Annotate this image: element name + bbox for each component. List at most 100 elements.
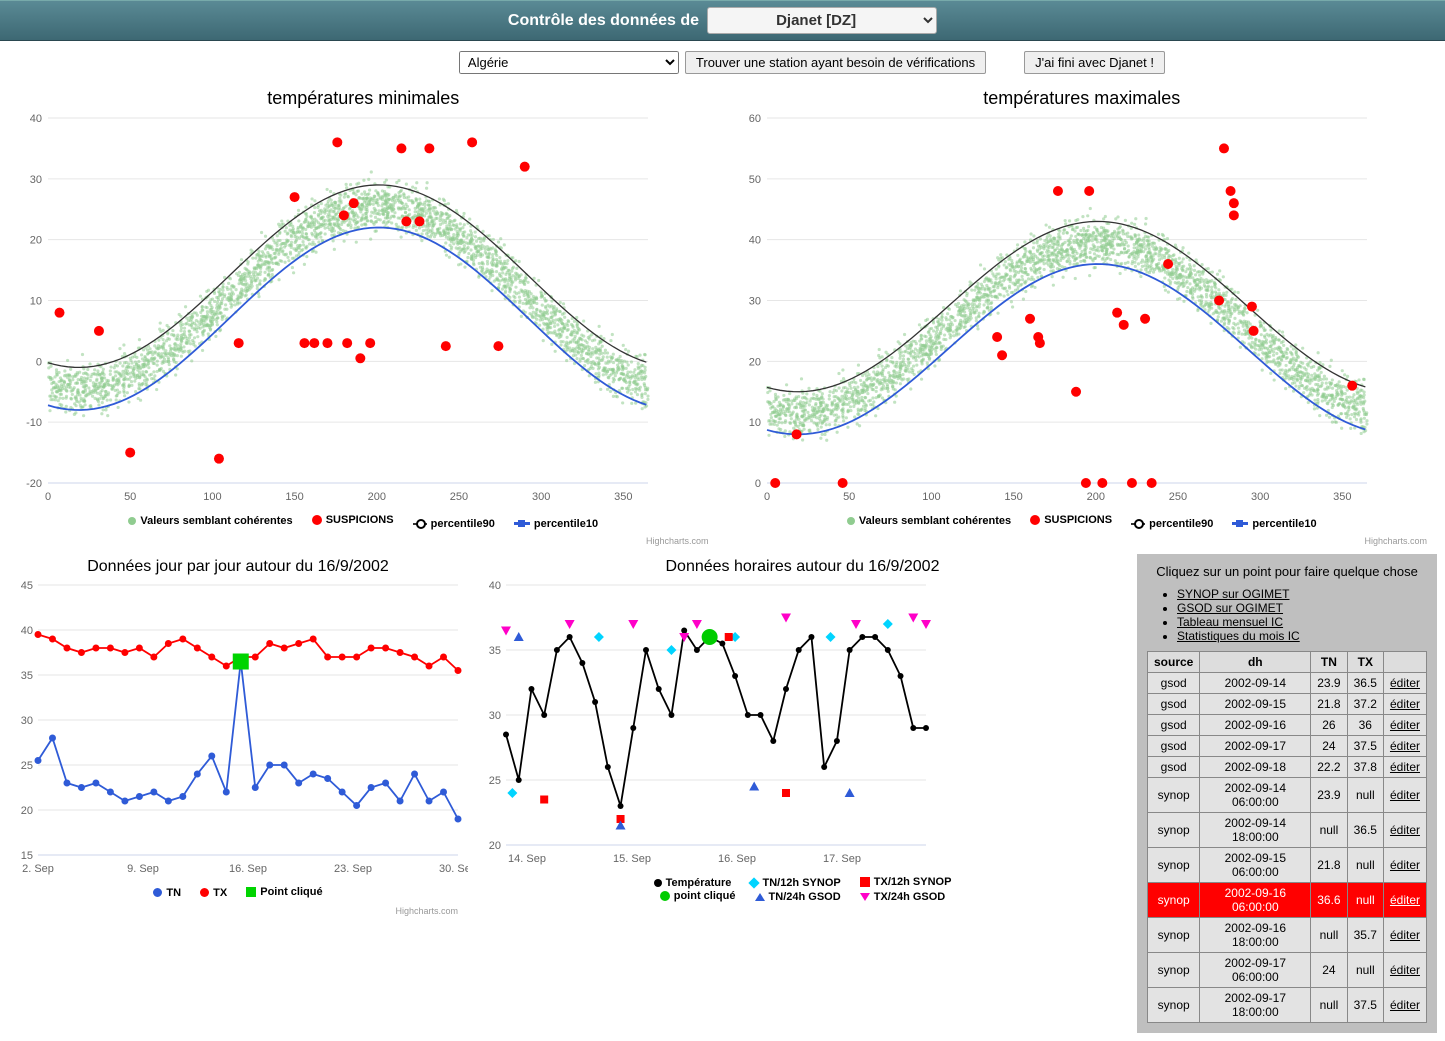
table-cell: synop — [1148, 953, 1200, 988]
table-cell: 36 — [1347, 715, 1383, 736]
svg-text:250: 250 — [450, 491, 468, 503]
table-cell: gsod — [1148, 736, 1200, 757]
svg-text:50: 50 — [843, 491, 855, 503]
table-row: synop2002-09-14 18:00:00null36.5éditer — [1148, 813, 1427, 848]
table-row: gsod2002-09-1423.936.5éditer — [1148, 673, 1427, 694]
table-cell: null — [1347, 953, 1383, 988]
table-cell: 2002-09-14 06:00:00 — [1200, 778, 1311, 813]
table-row: gsod2002-09-1521.837.2éditer — [1148, 694, 1427, 715]
table-header: TX — [1347, 652, 1383, 673]
chart-daily-title: Données jour par jour autour du 16/9/200… — [8, 554, 468, 580]
svg-text:60: 60 — [748, 113, 760, 125]
table-cell: synop — [1148, 918, 1200, 953]
find-station-button[interactable]: Trouver une station ayant besoin de véri… — [685, 51, 986, 74]
edit-link[interactable]: éditer — [1390, 739, 1420, 753]
edit-link[interactable]: éditer — [1390, 788, 1420, 802]
side-link[interactable]: GSOD sur OGIMET — [1177, 601, 1283, 615]
svg-text:20: 20 — [30, 235, 42, 247]
table-cell: synop — [1148, 848, 1200, 883]
table-cell: 26 — [1311, 715, 1347, 736]
table-cell: 23.9 — [1311, 673, 1347, 694]
top-charts: températures minimales -20-1001020304005… — [0, 84, 1445, 546]
side-link[interactable]: Tableau mensuel IC — [1177, 615, 1283, 629]
svg-text:300: 300 — [1250, 491, 1268, 503]
country-select[interactable]: Algérie — [459, 51, 679, 74]
table-cell: 37.5 — [1347, 988, 1383, 1023]
table-cell: 24 — [1311, 736, 1347, 757]
svg-text:40: 40 — [30, 113, 42, 125]
side-link[interactable]: Statistiques du mois IC — [1177, 629, 1300, 643]
table-header: TN — [1311, 652, 1347, 673]
svg-text:50: 50 — [124, 491, 136, 503]
chart-tmin-title: températures minimales — [8, 84, 719, 113]
chart-tmin-svg[interactable]: -20-10010203040050100150200250300350 — [8, 113, 658, 508]
table-cell: 2002-09-14 18:00:00 — [1200, 813, 1311, 848]
edit-link[interactable]: éditer — [1390, 858, 1420, 872]
table-cell: null — [1311, 813, 1347, 848]
table-cell: gsod — [1148, 757, 1200, 778]
chart-tmin: températures minimales -20-1001020304005… — [8, 84, 719, 546]
svg-text:40: 40 — [748, 235, 760, 247]
table-cell: 37.5 — [1347, 736, 1383, 757]
table-header: source — [1148, 652, 1200, 673]
svg-text:30: 30 — [748, 296, 760, 308]
svg-text:200: 200 — [368, 491, 386, 503]
chart-hourly: Données horaires autour du 16/9/2002 202… — [476, 554, 1129, 910]
table-row: synop2002-09-15 06:00:0021.8nulléditer — [1148, 848, 1427, 883]
table-cell: null — [1347, 778, 1383, 813]
table-row: synop2002-09-16 18:00:00null35.7éditer — [1148, 918, 1427, 953]
chart-daily-legend: TN TX Point cliqué — [8, 880, 468, 906]
svg-text:150: 150 — [1004, 491, 1022, 503]
edit-link[interactable]: éditer — [1390, 963, 1420, 977]
edit-link[interactable]: éditer — [1390, 718, 1420, 732]
chart-daily: Données jour par jour autour du 16/9/200… — [8, 554, 468, 916]
svg-text:100: 100 — [922, 491, 940, 503]
svg-text:-10: -10 — [26, 417, 42, 429]
side-title: Cliquez sur un point pour faire quelque … — [1147, 564, 1427, 579]
edit-link[interactable]: éditer — [1390, 893, 1420, 907]
table-cell: 2002-09-17 — [1200, 736, 1311, 757]
table-cell: 21.8 — [1311, 694, 1347, 715]
table-row: synop2002-09-17 18:00:00null37.5éditer — [1148, 988, 1427, 1023]
side-panel: Cliquez sur un point pour faire quelque … — [1137, 554, 1437, 1033]
svg-text:10: 10 — [30, 296, 42, 308]
table-cell: synop — [1148, 778, 1200, 813]
svg-text:50: 50 — [748, 174, 760, 186]
credit: Highcharts.com — [8, 906, 468, 916]
header-label: Contrôle des données de — [508, 12, 699, 30]
table-cell: gsod — [1148, 715, 1200, 736]
table-cell: 2002-09-16 18:00:00 — [1200, 918, 1311, 953]
chart-daily-svg[interactable]: 152025303540452. Sep9. Sep16. Sep23. Sep… — [8, 580, 468, 880]
table-cell: 23.9 — [1311, 778, 1347, 813]
side-link[interactable]: SYNOP sur OGIMET — [1177, 587, 1289, 601]
table-cell: 2002-09-15 06:00:00 — [1200, 848, 1311, 883]
edit-link[interactable]: éditer — [1390, 823, 1420, 837]
data-table: sourcedhTNTXgsod2002-09-1423.936.5éditer… — [1147, 651, 1427, 1023]
table-cell: 2002-09-17 18:00:00 — [1200, 988, 1311, 1023]
table-row: synop2002-09-14 06:00:0023.9null éditer — [1148, 778, 1427, 813]
table-cell: 2002-09-16 — [1200, 715, 1311, 736]
svg-text:0: 0 — [45, 491, 51, 503]
svg-text:200: 200 — [1086, 491, 1104, 503]
edit-link[interactable]: éditer — [1390, 676, 1420, 690]
table-row: gsod2002-09-162636 éditer — [1148, 715, 1427, 736]
chart-hourly-svg[interactable]: 202530354014. Sep15. Sep16. Sep17. Sep — [476, 580, 936, 870]
chart-tmax-svg[interactable]: 0102030405060050100150200250300350 — [727, 113, 1377, 508]
done-button[interactable]: J'ai fini avec Djanet ! — [1024, 51, 1165, 74]
edit-link[interactable]: éditer — [1390, 998, 1420, 1012]
chart-tmin-legend: Valeurs semblant cohérentes SUSPICIONS .… — [8, 508, 719, 536]
svg-text:0: 0 — [36, 356, 42, 368]
chart-hourly-title: Données horaires autour du 16/9/2002 — [476, 554, 1129, 580]
table-cell: 37.8 — [1347, 757, 1383, 778]
edit-link[interactable]: éditer — [1390, 697, 1420, 711]
table-row: synop2002-09-17 06:00:0024nulléditer — [1148, 953, 1427, 988]
edit-link[interactable]: éditer — [1390, 760, 1420, 774]
table-cell: 2002-09-14 — [1200, 673, 1311, 694]
table-cell: synop — [1148, 813, 1200, 848]
table-cell: 2002-09-16 06:00:00 — [1200, 883, 1311, 918]
station-select[interactable]: Djanet [DZ] — [707, 7, 937, 34]
edit-link[interactable]: éditer — [1390, 928, 1420, 942]
chart-tmax-legend: Valeurs semblant cohérentes SUSPICIONS p… — [727, 508, 1438, 536]
table-cell: null — [1311, 988, 1347, 1023]
svg-text:350: 350 — [614, 491, 632, 503]
